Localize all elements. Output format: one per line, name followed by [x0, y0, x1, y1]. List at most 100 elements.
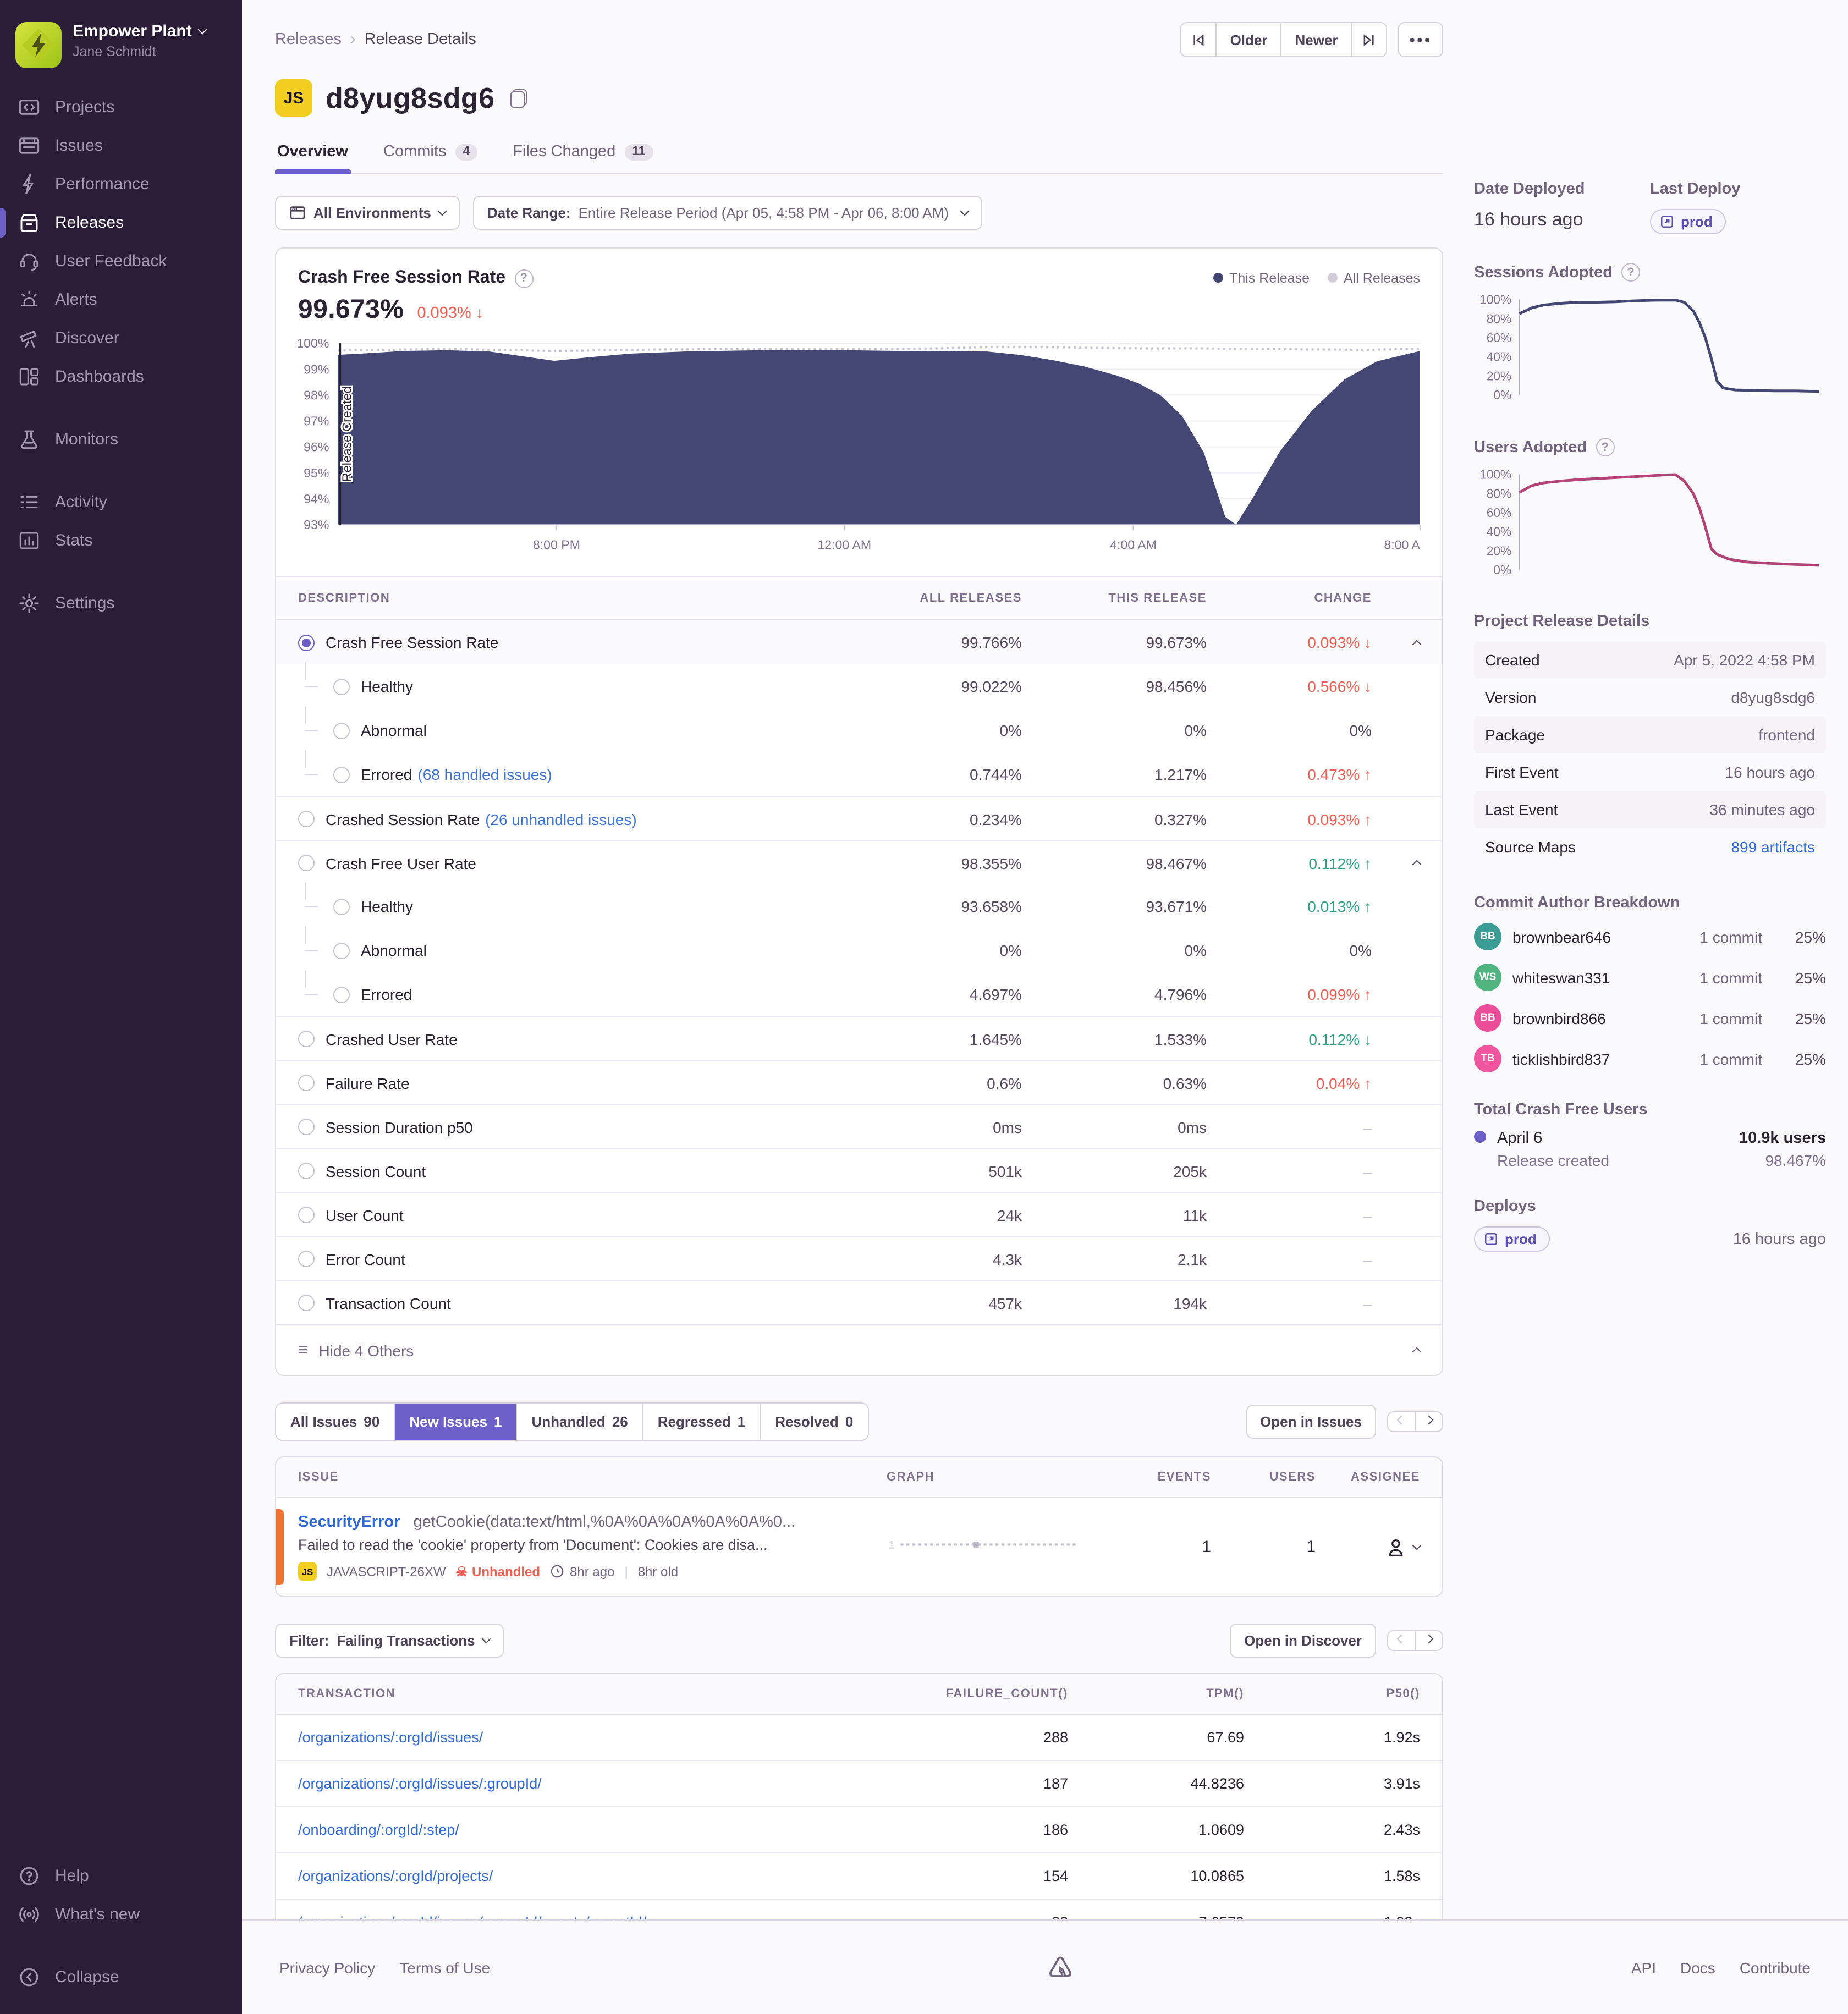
sidebar-item-monitors[interactable]: Monitors: [0, 420, 242, 459]
help-tooltip-icon[interactable]: ?: [514, 269, 534, 288]
copy-icon[interactable]: [510, 89, 527, 107]
legend-all-releases[interactable]: All Releases: [1327, 271, 1420, 286]
issues-filter-new-issues[interactable]: New Issues 1: [395, 1404, 518, 1440]
metric-radio[interactable]: [298, 1163, 315, 1180]
metric-row[interactable]: Transaction Count 457k 194k –: [276, 1280, 1442, 1324]
metric-row[interactable]: Crash Free User Rate 98.355% 98.467% 0.1…: [276, 840, 1442, 884]
issues-next-page-button[interactable]: [1415, 1411, 1443, 1433]
metric-radio[interactable]: [298, 1251, 315, 1268]
transaction-link[interactable]: /organizations/:orgId/projects/: [298, 1868, 493, 1885]
transaction-link[interactable]: /organizations/:orgId/issues/:groupId/: [298, 1775, 542, 1792]
skip-to-first-button[interactable]: [1180, 22, 1216, 57]
metric-row[interactable]: Session Count 501k 205k –: [276, 1148, 1442, 1192]
more-options-button[interactable]: •••: [1398, 22, 1443, 57]
help-tooltip-icon[interactable]: ?: [1596, 438, 1615, 457]
terms-of-use-link[interactable]: Terms of Use: [399, 1958, 491, 1976]
metric-row[interactable]: Error Count 4.3k 2.1k –: [276, 1236, 1442, 1280]
sidebar-item-dashboards[interactable]: Dashboards: [0, 357, 242, 396]
metric-row[interactable]: Errored (68 handled issues) 0.744% 1.217%…: [276, 750, 1442, 796]
metric-row[interactable]: User Count 24k 11k –: [276, 1192, 1442, 1236]
sidebar-item-help[interactable]: Help: [0, 1857, 242, 1895]
tx-next-page-button[interactable]: [1415, 1630, 1443, 1652]
issues-count-link[interactable]: (68 handled issues): [417, 766, 552, 784]
sidebar-item-settings[interactable]: Settings: [0, 584, 242, 623]
org-switcher[interactable]: Empower Plant Jane Schmidt: [0, 15, 242, 88]
open-in-issues-button[interactable]: Open in Issues: [1246, 1405, 1376, 1439]
metric-radio[interactable]: [298, 1031, 315, 1048]
metric-row[interactable]: Errored 4.697% 4.796% 0.099% ↑: [276, 970, 1442, 1016]
open-in-discover-button[interactable]: Open in Discover: [1230, 1624, 1376, 1658]
collapse-chevron-icon[interactable]: [1412, 639, 1422, 649]
metric-row[interactable]: Crash Free Session Rate 99.766% 99.673% …: [276, 620, 1442, 665]
date-range-filter[interactable]: Date Range: Entire Release Period (Apr 0…: [472, 196, 982, 230]
tab-files-changed[interactable]: Files Changed 11: [510, 143, 655, 173]
sidebar-item-stats[interactable]: Stats: [0, 521, 242, 560]
metric-row[interactable]: Healthy 99.022% 98.456% 0.566% ↓: [276, 662, 1442, 708]
metric-row[interactable]: Crashed User Rate 1.645% 1.533% 0.112% ↓: [276, 1016, 1442, 1060]
metric-radio[interactable]: [298, 1119, 315, 1136]
transaction-link[interactable]: /organizations/:orgId/issues/: [298, 1729, 483, 1746]
environment-filter[interactable]: All Environments: [275, 196, 460, 230]
sidebar-item-discover[interactable]: Discover: [0, 319, 242, 357]
sidebar-item-releases[interactable]: Releases: [0, 203, 242, 242]
docs-link[interactable]: Docs: [1680, 1958, 1715, 1976]
hide-others-button[interactable]: ≡ Hide 4 Others: [276, 1324, 1442, 1375]
metric-radio[interactable]: [298, 634, 315, 651]
transaction-row[interactable]: /onboarding/:orgId/:step/ 186 1.0609 2.43s: [276, 1806, 1442, 1852]
metric-radio[interactable]: [333, 898, 350, 915]
metric-radio[interactable]: [298, 855, 315, 872]
transaction-row[interactable]: /organizations/:orgId/issues/:groupId/ 1…: [276, 1760, 1442, 1806]
metric-row[interactable]: Abnormal 0% 0% 0%: [276, 706, 1442, 752]
sidebar-item-projects[interactable]: Projects: [0, 88, 242, 126]
tx-prev-page-button[interactable]: [1387, 1630, 1415, 1652]
legend-this-release[interactable]: This Release: [1213, 271, 1310, 286]
skip-to-last-button[interactable]: [1351, 22, 1388, 57]
issue-assignee[interactable]: [1316, 1536, 1422, 1558]
metric-radio[interactable]: [333, 678, 350, 695]
metric-radio[interactable]: [298, 811, 315, 828]
api-link[interactable]: API: [1631, 1958, 1656, 1976]
metric-radio[interactable]: [298, 1295, 315, 1312]
metric-row[interactable]: Healthy 93.658% 93.671% 0.013% ↑: [276, 882, 1442, 928]
sidebar-item-issues[interactable]: Issues: [0, 126, 242, 165]
issues-filter-regressed[interactable]: Regressed 1: [643, 1404, 761, 1440]
sidebar-item-collapse[interactable]: Collapse: [0, 1958, 242, 1996]
issue-row[interactable]: SecurityError getCookie(data:text/html,%…: [276, 1498, 1442, 1596]
prod-deploy-badge[interactable]: prod: [1650, 209, 1726, 234]
transaction-row[interactable]: /organizations/:orgId/issues/ 288 67.69 1.…: [298, 1729, 1420, 1746]
metric-row[interactable]: Crashed Session Rate (26 unhandled issues…: [276, 796, 1442, 840]
metric-radio[interactable]: [298, 1207, 315, 1224]
metric-row[interactable]: Abnormal 0% 0% 0%: [276, 926, 1442, 972]
newer-button[interactable]: Newer: [1280, 22, 1351, 57]
issues-filter-unhandled[interactable]: Unhandled 26: [517, 1404, 644, 1440]
breadcrumb-releases[interactable]: Releases: [275, 31, 342, 48]
metric-radio[interactable]: [333, 942, 350, 959]
sidebar-item-alerts[interactable]: Alerts: [0, 280, 242, 319]
issue-title-link[interactable]: SecurityError: [298, 1514, 400, 1532]
tab-commits[interactable]: Commits 4: [381, 143, 480, 173]
sidebar-item-user-feedback[interactable]: User Feedback: [0, 242, 242, 280]
issues-count-link[interactable]: (26 unhandled issues): [485, 810, 637, 828]
prod-deploy-badge[interactable]: prod: [1474, 1226, 1550, 1252]
collapse-chevron-icon[interactable]: [1412, 860, 1422, 870]
transaction-filter[interactable]: Filter: Failing Transactions: [275, 1624, 504, 1658]
metric-row[interactable]: Failure Rate 0.6% 0.63% 0.04% ↑: [276, 1060, 1442, 1104]
metric-radio[interactable]: [333, 766, 350, 783]
metric-radio[interactable]: [298, 1075, 315, 1092]
metric-radio[interactable]: [333, 986, 350, 1003]
privacy-policy-link[interactable]: Privacy Policy: [279, 1958, 376, 1976]
metric-row[interactable]: Session Duration p50 0ms 0ms –: [276, 1104, 1442, 1148]
issues-filter-all-issues[interactable]: All Issues 90: [276, 1404, 395, 1440]
sidebar-item-what-s-new[interactable]: What's new: [0, 1895, 242, 1934]
sidebar-item-activity[interactable]: Activity: [0, 483, 242, 521]
source-maps-link[interactable]: 899 artifacts: [1731, 838, 1815, 856]
sidebar-item-performance[interactable]: Performance: [0, 165, 242, 203]
contribute-link[interactable]: Contribute: [1739, 1958, 1811, 1976]
tab-overview[interactable]: Overview: [275, 143, 350, 174]
transaction-row[interactable]: /organizations/:orgId/projects/ 154 10.08…: [276, 1852, 1442, 1899]
older-button[interactable]: Older: [1216, 22, 1281, 57]
help-tooltip-icon[interactable]: ?: [1621, 263, 1640, 282]
issues-filter-resolved[interactable]: Resolved 0: [761, 1404, 868, 1440]
transaction-link[interactable]: /onboarding/:orgId/:step/: [298, 1822, 459, 1839]
crash-free-chart[interactable]: 100% 99% 98% 97% 96% 95% 94% 93% Release…: [276, 328, 1442, 576]
